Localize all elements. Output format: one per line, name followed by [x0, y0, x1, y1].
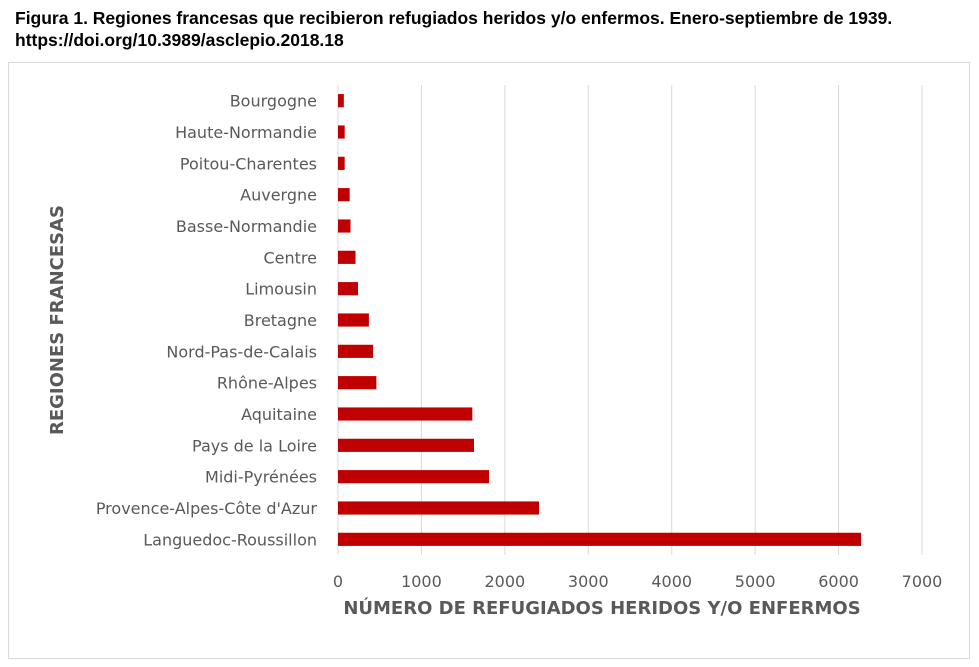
- x-tick-label: 6000: [818, 572, 859, 591]
- category-label: Midi-Pyrénées: [205, 468, 317, 487]
- x-tick-label: 3000: [568, 572, 609, 591]
- x-tick-label: 7000: [902, 572, 943, 591]
- category-label: Auvergne: [240, 186, 317, 205]
- category-label: Poitou-Charentes: [180, 154, 317, 173]
- category-label: Languedoc-Roussillon: [143, 530, 317, 549]
- chart-frame: [8, 62, 970, 659]
- x-axis-title: NÚMERO DE REFUGIADOS HERIDOS Y/O ENFERMO…: [343, 597, 860, 619]
- category-labels: Languedoc-Roussillon Provence-Alpes-Côte …: [96, 92, 318, 550]
- x-tick-labels: 0 1000 2000 3000 4000 5000 6000 7000: [333, 572, 942, 591]
- x-tick-label: 1000: [401, 572, 442, 591]
- bar-basse-normandie: [338, 219, 351, 233]
- category-label: Basse-Normandie: [176, 217, 317, 236]
- bar-auvergne: [338, 188, 350, 202]
- bar-centre: [338, 250, 356, 264]
- bar-bourgogne: [338, 94, 344, 108]
- bar-nord-pas-de-calais: [338, 344, 374, 358]
- bar-aquitaine: [338, 407, 473, 421]
- x-tick-label: 0: [333, 572, 343, 591]
- category-label: Centre: [264, 248, 318, 267]
- category-label: Haute-Normandie: [175, 123, 317, 142]
- bar-pays-de-la-loire: [338, 438, 474, 452]
- category-label: Aquitaine: [241, 405, 317, 424]
- x-tick-label: 2000: [484, 572, 525, 591]
- category-label: Rhône-Alpes: [217, 374, 317, 393]
- bar-haute-normandie: [338, 125, 345, 139]
- bar-rh-ne-alpes: [338, 376, 377, 390]
- bar-midi-pyr-n-es: [338, 470, 490, 484]
- bar-poitou-charentes: [338, 156, 345, 170]
- x-tick-label: 4000: [651, 572, 692, 591]
- category-label: Bretagne: [244, 311, 317, 330]
- category-label: Bourgogne: [230, 92, 317, 111]
- category-label: Pays de la Loire: [192, 436, 317, 455]
- x-tick-label: 5000: [735, 572, 776, 591]
- bar-provence-alpes-c-te-d-azur: [338, 501, 540, 515]
- category-label: Limousin: [245, 280, 317, 299]
- category-label: Nord-Pas-de-Calais: [166, 342, 317, 361]
- gridlines: [337, 85, 923, 555]
- y-axis-title: REGIONES FRANCESAS: [47, 205, 68, 435]
- figure-caption: Figura 1. Regiones francesas que recibie…: [15, 8, 893, 50]
- bar-limousin: [338, 282, 359, 296]
- bar-languedoc-roussillon: [338, 532, 862, 546]
- bar-bretagne: [338, 313, 369, 327]
- bars: [338, 94, 862, 546]
- category-label: Provence-Alpes-Côte d'Azur: [96, 499, 318, 518]
